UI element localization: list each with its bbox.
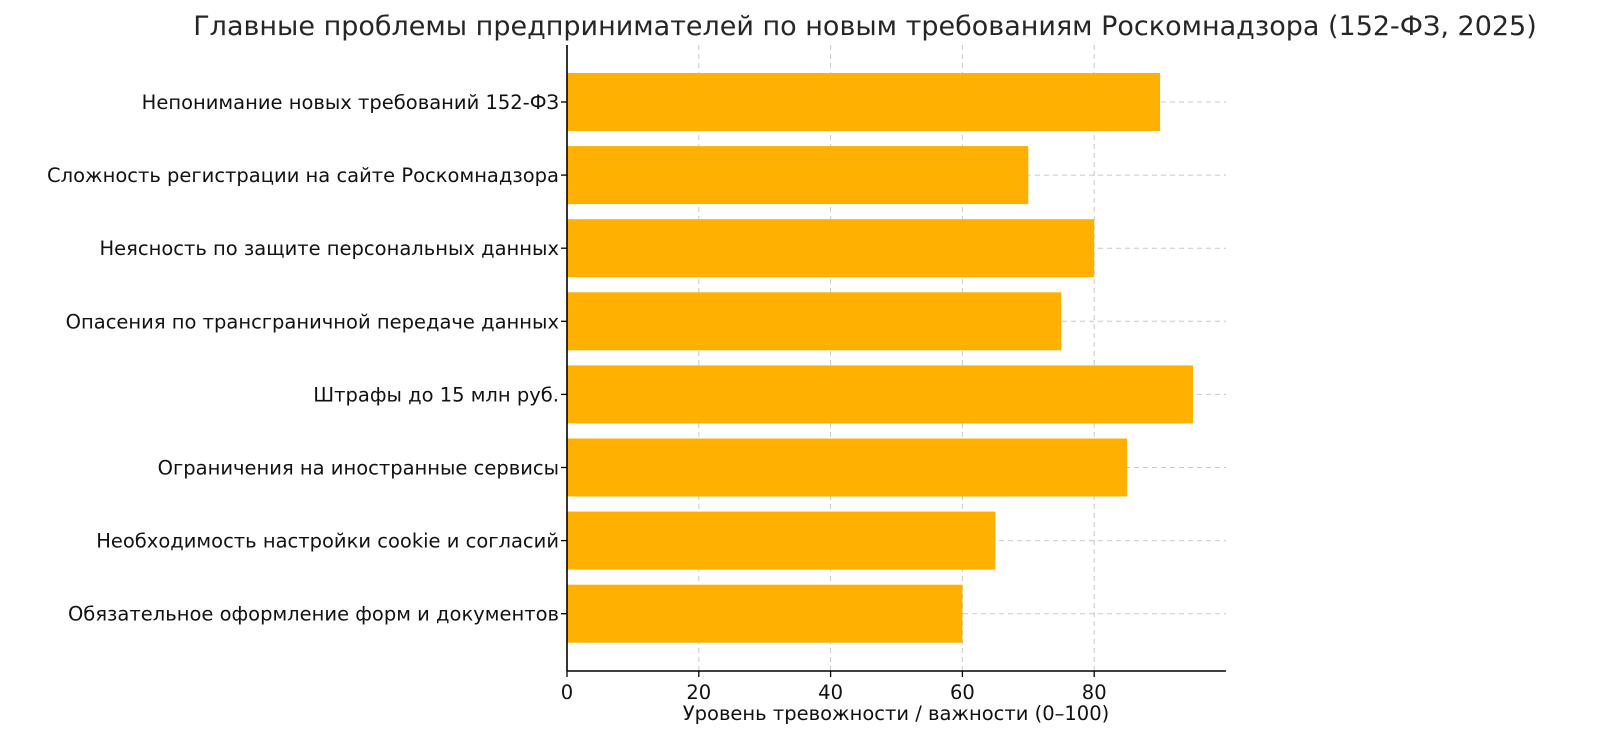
category-label-7: Обязательное оформление форм и документо… [68,603,559,626]
bar-6 [567,511,996,570]
x-tick-label-80: 80 [1082,681,1107,704]
category-labels: Непонимание новых требований 152-ФЗ Сложн… [47,91,559,626]
bar-0 [567,73,1161,131]
category-label-4: Штрафы до 15 млн руб. [313,383,559,406]
category-label-5: Ограничения на иностранные сервисы [158,457,559,480]
x-tick-label-0: 0 [561,681,573,704]
x-tick-label-40: 40 [818,681,843,704]
category-label-2: Неясность по защите персональных данных [99,237,559,260]
bar-2 [567,219,1095,278]
category-label-0: Непонимание новых требований 152-ФЗ [142,91,559,114]
chart-title: Главные проблемы предпринимателей по нов… [193,11,1537,42]
category-label-3: Опасения по трансграничной передаче данн… [66,310,559,333]
bar-4 [567,365,1194,424]
category-label-6: Необходимость настройки cookie и согласи… [96,530,559,553]
grid-lines [566,45,1226,671]
bar-3 [567,292,1062,351]
bar-7 [567,584,963,643]
x-axis-title: Уровень тревожности / важности (0–100) [683,702,1109,725]
x-tick-label-60: 60 [950,681,975,704]
bar-5 [567,438,1128,497]
bars [567,73,1194,643]
axes: 0 20 40 60 80 [561,45,1226,704]
bar-1 [567,146,1029,205]
x-tick-label-20: 20 [686,681,711,704]
category-label-1: Сложность регистрации на сайте Роскомнад… [47,164,559,187]
